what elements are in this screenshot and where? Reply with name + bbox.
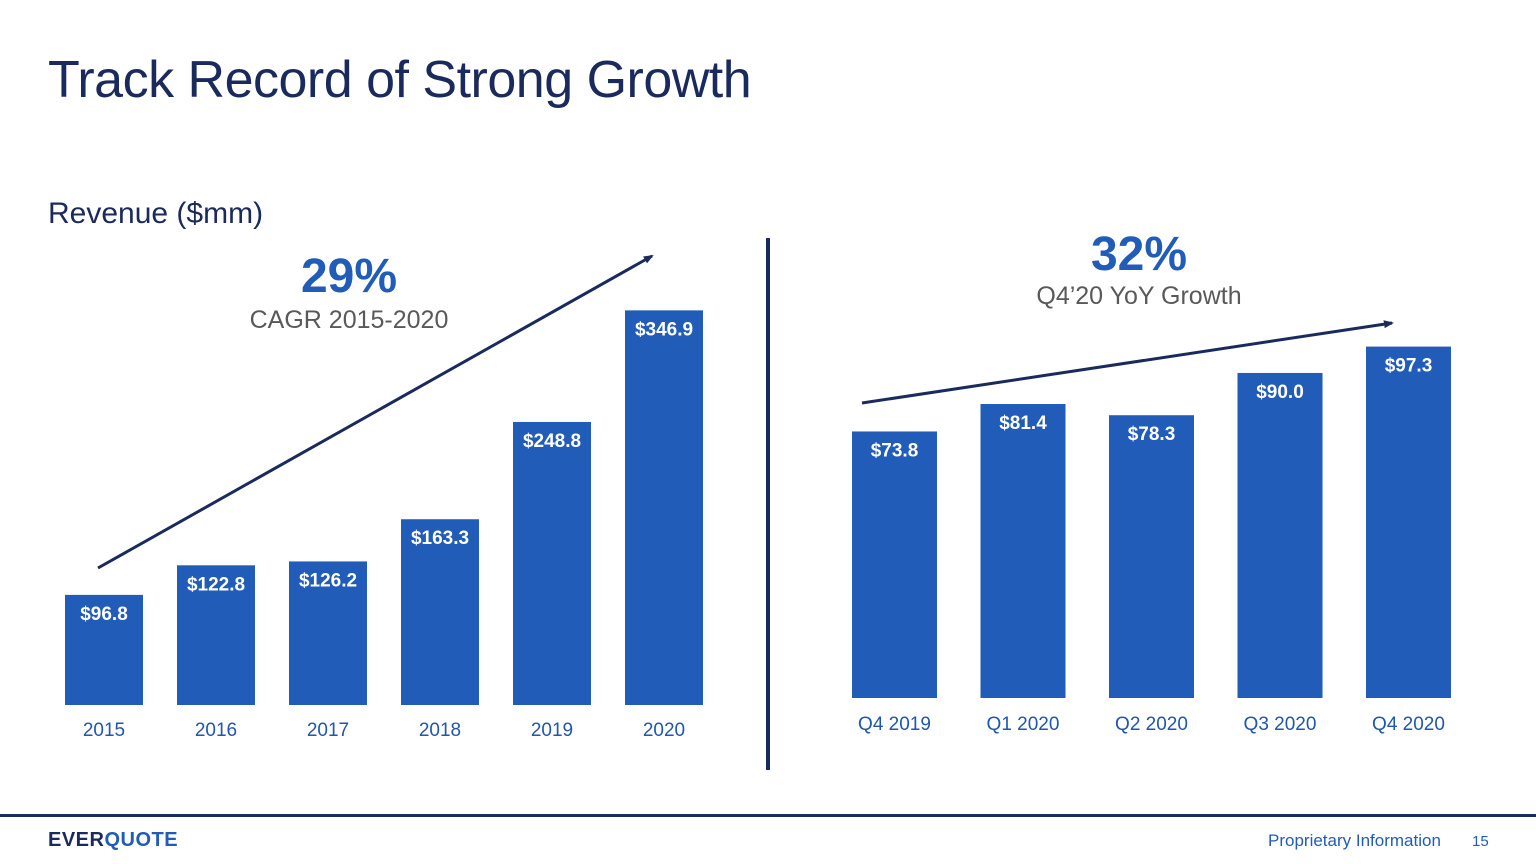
growth-percent: 29% [301,250,397,303]
x-tick-label: 2017 [307,720,349,741]
slide-title: Track Record of Strong Growth [48,51,752,109]
bar-value-label: $78.3 [1128,424,1176,445]
footer-divider [0,814,1536,817]
bar-2018 [401,519,479,705]
bar-value-label: $346.9 [635,319,693,340]
bar-q4-2020 [1366,346,1451,698]
bar-value-label: $97.3 [1385,356,1433,377]
x-tick-label: 2015 [83,720,125,741]
logo-part-quote: QUOTE [104,829,179,851]
bar-q3-2020 [1237,372,1323,698]
trend-arrow [97,254,654,570]
growth-caption: CAGR 2015-2020 [250,306,449,334]
bar-q1-2020 [980,404,1066,698]
bar-value-label: $81.4 [999,413,1047,434]
x-tick-label: Q4 2020 [1372,714,1445,735]
trend-arrow [861,320,1394,405]
bar-value-label: $126.2 [299,570,357,591]
growth-caption: Q4’20 YoY Growth [1036,282,1241,310]
chart-subtitle: Revenue ($mm) [48,197,264,230]
bar-q2-2020 [1109,415,1194,698]
page-number: 15 [1472,833,1489,850]
x-tick-label: 2018 [419,720,461,741]
x-tick-label: Q2 2020 [1115,714,1188,735]
proprietary-label: Proprietary Information [1268,831,1441,850]
bar-2019 [513,421,591,705]
quarterly-revenue-chart: $73.8 Q4 2019 $81.4 Q1 2020 $78.3 Q2 2020 $90.… [852,228,1451,735]
x-tick-label: 2016 [195,720,237,741]
x-tick-label: 2020 [643,720,685,741]
bar-2020 [625,310,703,705]
bar-2017 [289,561,367,705]
x-tick-label: Q3 2020 [1244,714,1317,735]
logo-part-ever: EVER [48,829,105,851]
everquote-logo: EVERQUOTE [48,829,178,852]
bar-value-label: $73.8 [871,440,919,461]
bar-value-label: $96.8 [80,604,128,625]
annual-revenue-chart: $96.8 2015 $122.8 2016 $126.2 2017 $163.3 2018 $… [65,250,703,741]
x-tick-label: 2019 [531,720,573,741]
growth-percent: 32% [1091,228,1187,281]
bar-value-label: $122.8 [187,574,245,595]
x-tick-label: Q4 2019 [858,714,931,735]
bar-2015 [65,594,143,705]
bar-value-label: $248.8 [523,431,581,452]
x-tick-label: Q1 2020 [987,714,1060,735]
bar-2016 [177,565,255,705]
bar-value-label: $163.3 [411,528,469,549]
bar-q4-2019 [852,431,937,698]
chart-divider [766,238,770,770]
bar-value-label: $90.0 [1256,382,1304,403]
